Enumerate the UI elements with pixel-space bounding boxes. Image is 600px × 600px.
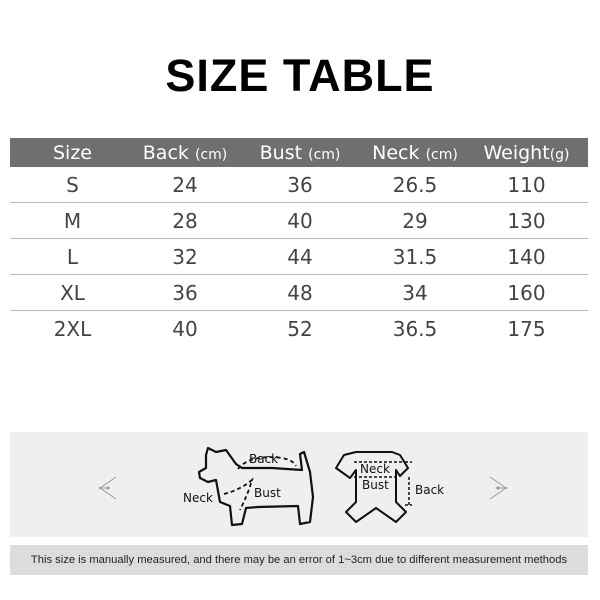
- table-cell: 26.5: [392, 172, 438, 197]
- table-cell: 130: [507, 208, 546, 233]
- header-bust: Bust (cm): [259, 141, 341, 164]
- table-header: Size Back (cm) Bust (cm) Neck (cm) Weigh…: [10, 138, 588, 167]
- table-cell: 52: [287, 316, 313, 341]
- table-cell: 29: [402, 208, 428, 233]
- header-size: Size: [52, 141, 92, 164]
- table-row: L 32 44 31.5 140: [10, 239, 588, 275]
- table-row: 2XL 40 52 36.5 175: [10, 311, 588, 346]
- table-cell: 32: [172, 244, 198, 269]
- table-cell: 40: [287, 208, 313, 233]
- shirt-neck-label: Neck: [360, 462, 390, 476]
- table-cell: 48: [287, 280, 313, 305]
- header-weight: Weight(g): [483, 141, 570, 164]
- table-cell: 24: [172, 172, 198, 197]
- table-cell: 160: [507, 280, 546, 305]
- table-cell: 36: [287, 172, 313, 197]
- size-table: Size Back (cm) Bust (cm) Neck (cm) Weigh…: [10, 138, 588, 346]
- table-cell: 2XL: [53, 316, 92, 341]
- page-title: SIZE TABLE: [165, 50, 435, 101]
- dog-back-label: Back: [249, 452, 278, 466]
- dog-neck-label: Neck: [183, 491, 213, 505]
- table-cell: 110: [507, 172, 546, 197]
- table-cell: L: [66, 244, 79, 269]
- table-row: XL 36 48 34 160: [10, 275, 588, 311]
- table-cell: M: [63, 208, 82, 233]
- header-back: Back (cm): [142, 141, 228, 164]
- table-cell: 36: [172, 280, 198, 305]
- table-cell: XL: [60, 280, 85, 305]
- table-cell: 34: [402, 280, 428, 305]
- shirt-measure-lines: [354, 461, 412, 506]
- table-cell: 175: [507, 316, 546, 341]
- table-cell: S: [66, 172, 79, 197]
- header-neck: Neck (cm): [372, 141, 458, 164]
- table-cell: 31.5: [392, 244, 438, 269]
- table-row: M 28 40 29 130: [10, 203, 588, 239]
- shirt-bust-label: Bust: [362, 478, 389, 492]
- shirt-back-label: Back: [415, 483, 444, 497]
- shirt-outline-icon: [335, 451, 409, 523]
- dog-bust-label: Bust: [254, 486, 281, 500]
- table-cell: 44: [287, 244, 313, 269]
- dog-measure-lines: [223, 456, 297, 511]
- arrow-right-icon[interactable]: [489, 476, 508, 500]
- dog-outline-icon: [197, 446, 315, 527]
- table-cell: 36.5: [392, 316, 438, 341]
- measurement-diagram-panel: Back Neck Bust Neck Bust Back: [10, 432, 588, 537]
- table-cell: 140: [507, 244, 546, 269]
- table-cell: 40: [172, 316, 198, 341]
- measurement-note: This size is manually measured, and ther…: [10, 545, 588, 575]
- table-cell: 28: [172, 208, 198, 233]
- arrow-left-icon[interactable]: [98, 476, 117, 500]
- table-row: S 24 36 26.5 110: [10, 167, 588, 203]
